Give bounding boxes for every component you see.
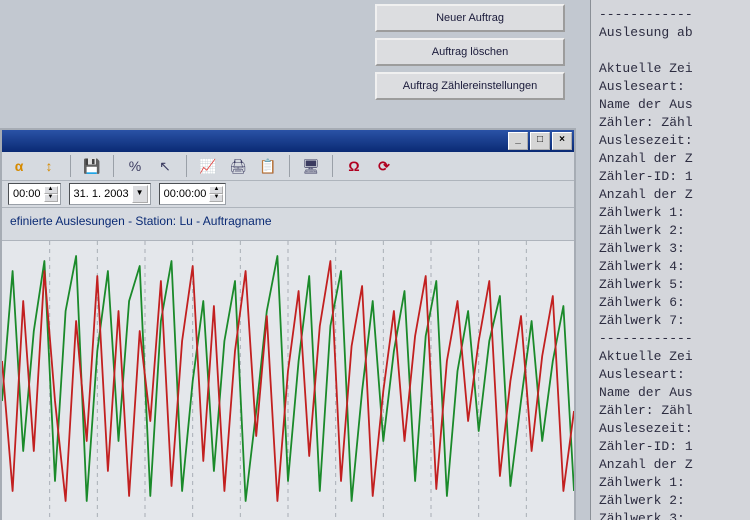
order-buttons-panel: Neuer Auftrag Auftrag löschen Auftrag Zä… xyxy=(375,4,575,106)
save-icon[interactable]: 💾 xyxy=(81,155,103,177)
percent-icon[interactable]: % xyxy=(124,155,146,177)
spin-up-icon[interactable]: ▲ xyxy=(44,186,58,194)
new-order-button[interactable]: Neuer Auftrag xyxy=(375,4,565,32)
time2-field[interactable]: 00:00:00 ▲ ▼ xyxy=(159,183,227,205)
close-button[interactable]: × xyxy=(552,132,572,150)
toolbar-separator xyxy=(332,155,333,177)
delete-order-button[interactable]: Auftrag löschen xyxy=(375,38,565,66)
toolbar-separator xyxy=(289,155,290,177)
toolbar-separator xyxy=(70,155,71,177)
undo-icon[interactable]: Ω xyxy=(343,155,365,177)
cursor-icon[interactable]: ↖ xyxy=(154,155,176,177)
chart-window: _ □ × α ↕ 💾 % ↖ 📈 🖨 📋 🖥 Ω ⟳ 00:00 xyxy=(0,128,576,520)
tool-icon-a[interactable]: α xyxy=(8,155,30,177)
copy-icon[interactable]: 📋 xyxy=(257,155,279,177)
time1-value: 00:00 xyxy=(13,188,41,200)
date-value: 31. 1. 2003 xyxy=(74,188,129,200)
chart-title: efinierte Auslesungen - Station: Lu - Au… xyxy=(2,208,574,241)
spin-down-icon[interactable]: ▼ xyxy=(44,194,58,202)
date-field[interactable]: 31. 1. 2003 ▼ xyxy=(69,183,151,205)
monitor-icon[interactable]: 🖥 xyxy=(300,155,322,177)
tool-icon-b[interactable]: ↕ xyxy=(38,155,60,177)
date-bar: 00:00 ▲ ▼ 31. 1. 2003 ▼ 00:00:00 ▲ ▼ xyxy=(2,181,574,208)
redo-icon[interactable]: ⟳ xyxy=(373,155,395,177)
titlebar: _ □ × xyxy=(2,130,574,152)
minimize-button[interactable]: _ xyxy=(508,132,528,150)
log-output-panel: ------------ Auslesung ab Aktuelle Zei A… xyxy=(590,0,750,520)
toolbar-separator xyxy=(113,155,114,177)
dropdown-icon[interactable]: ▼ xyxy=(132,185,148,203)
line-chart-svg xyxy=(2,241,574,520)
maximize-button[interactable]: □ xyxy=(530,132,550,150)
order-settings-button[interactable]: Auftrag Zählereinstellungen xyxy=(375,72,565,100)
time1-field[interactable]: 00:00 ▲ ▼ xyxy=(8,183,61,205)
toolbar-separator xyxy=(186,155,187,177)
chart-area xyxy=(2,241,574,520)
print-icon[interactable]: 🖨 xyxy=(227,155,249,177)
chart-icon[interactable]: 📈 xyxy=(197,155,219,177)
spin-up-icon[interactable]: ▲ xyxy=(209,186,223,194)
spin-down-icon[interactable]: ▼ xyxy=(209,194,223,202)
toolbar: α ↕ 💾 % ↖ 📈 🖨 📋 🖥 Ω ⟳ xyxy=(2,152,574,181)
time2-value: 00:00:00 xyxy=(164,188,207,200)
